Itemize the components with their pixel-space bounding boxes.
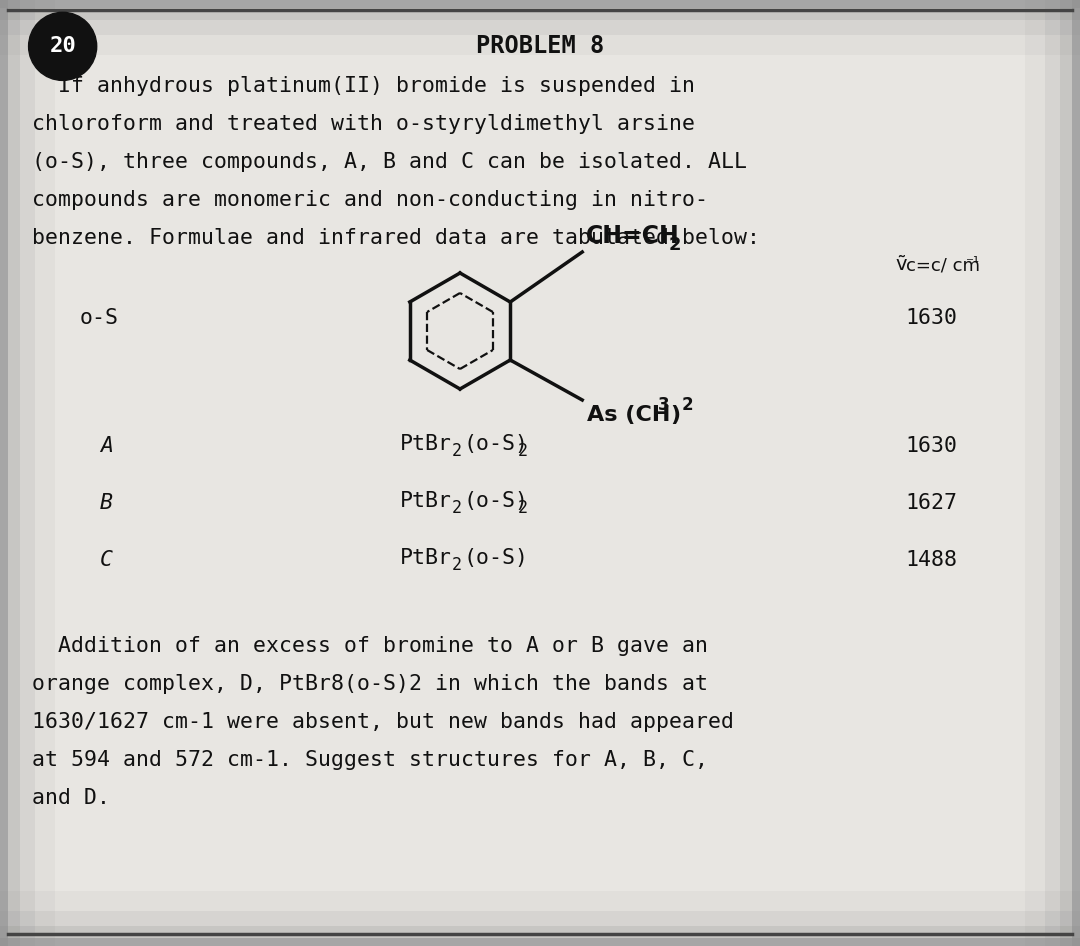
Text: 2: 2 — [681, 396, 693, 414]
Text: C: C — [100, 550, 113, 570]
Bar — [0, 911, 1080, 946]
Text: 2: 2 — [518, 442, 528, 460]
Text: chloroform and treated with o-styryldimethyl arsine: chloroform and treated with o-styryldime… — [32, 114, 696, 134]
Text: (o-S): (o-S) — [463, 548, 528, 568]
Bar — [1059, 0, 1080, 946]
Text: 2: 2 — [669, 236, 680, 254]
Text: As (CH: As (CH — [588, 405, 671, 425]
Text: ⁻¹: ⁻¹ — [966, 255, 981, 270]
Text: benzene. Formulae and infrared data are tabulated below:: benzene. Formulae and infrared data are … — [32, 228, 760, 248]
Text: orange complex, D, PtBr8(o-S)2 in which the bands at: orange complex, D, PtBr8(o-S)2 in which … — [32, 674, 708, 694]
Bar — [0, 938, 1080, 946]
Text: 2: 2 — [453, 442, 462, 460]
Text: PROBLEM 8: PROBLEM 8 — [476, 34, 604, 59]
Bar — [0, 0, 1080, 55]
Text: If anhydrous platinum(II) bromide is suspended in: If anhydrous platinum(II) bromide is sus… — [32, 76, 696, 96]
Text: (o-S): (o-S) — [463, 434, 528, 454]
Text: ṽ: ṽ — [895, 255, 906, 274]
Text: PtBr: PtBr — [400, 434, 453, 454]
Bar — [1072, 0, 1080, 946]
Text: o-S: o-S — [80, 308, 119, 328]
Bar — [0, 0, 8, 946]
Bar — [0, 891, 1080, 946]
Text: at 594 and 572 cm-1. Suggest structures for A, B, C,: at 594 and 572 cm-1. Suggest structures … — [32, 750, 708, 770]
Text: c=c/ cm: c=c/ cm — [906, 256, 980, 274]
Bar — [0, 0, 55, 946]
Text: A: A — [100, 436, 113, 456]
Text: ): ) — [671, 405, 680, 425]
Text: PtBr: PtBr — [400, 491, 453, 511]
Text: 1630/1627 cm-1 were absent, but new bands had appeared: 1630/1627 cm-1 were absent, but new band… — [32, 712, 734, 732]
Text: 1630: 1630 — [905, 436, 957, 456]
Text: CH=CH: CH=CH — [586, 224, 680, 248]
Text: compounds are monomeric and non-conducting in nitro-: compounds are monomeric and non-conducti… — [32, 190, 708, 210]
Text: Addition of an excess of bromine to A or B gave an: Addition of an excess of bromine to A or… — [32, 636, 708, 656]
Bar — [0, 0, 21, 946]
Text: (o-S), three compounds, A, B and C can be isolated. ALL: (o-S), three compounds, A, B and C can b… — [32, 152, 747, 172]
Bar — [0, 926, 1080, 946]
Text: 2: 2 — [453, 556, 462, 574]
Bar — [0, 0, 1080, 8]
Text: 2: 2 — [518, 499, 528, 517]
Bar — [0, 0, 35, 946]
Text: 20: 20 — [50, 36, 76, 57]
Circle shape — [28, 12, 97, 80]
Text: PtBr: PtBr — [400, 548, 453, 568]
Text: B: B — [100, 493, 113, 513]
Text: 2: 2 — [453, 499, 462, 517]
Text: 1627: 1627 — [905, 493, 957, 513]
Bar — [1025, 0, 1080, 946]
Text: 1630: 1630 — [905, 308, 957, 328]
Text: 1488: 1488 — [905, 550, 957, 570]
Bar — [0, 0, 1080, 20]
Text: 3: 3 — [658, 396, 670, 414]
Bar — [1045, 0, 1080, 946]
Text: (o-S): (o-S) — [463, 491, 528, 511]
Text: and D.: and D. — [32, 788, 110, 808]
Bar — [0, 0, 1080, 35]
